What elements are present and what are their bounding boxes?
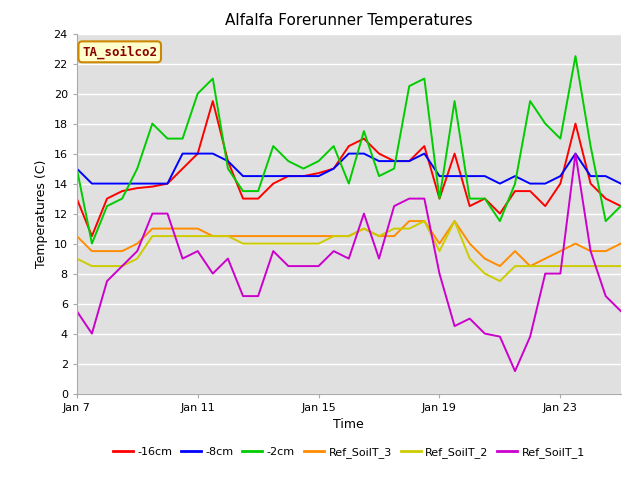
Text: TA_soilco2: TA_soilco2 (82, 45, 157, 59)
Y-axis label: Temperatures (C): Temperatures (C) (35, 159, 48, 268)
Legend: -16cm, -8cm, -2cm, Ref_SoilT_3, Ref_SoilT_2, Ref_SoilT_1: -16cm, -8cm, -2cm, Ref_SoilT_3, Ref_Soil… (108, 443, 589, 462)
X-axis label: Time: Time (333, 418, 364, 431)
Title: Alfalfa Forerunner Temperatures: Alfalfa Forerunner Temperatures (225, 13, 472, 28)
